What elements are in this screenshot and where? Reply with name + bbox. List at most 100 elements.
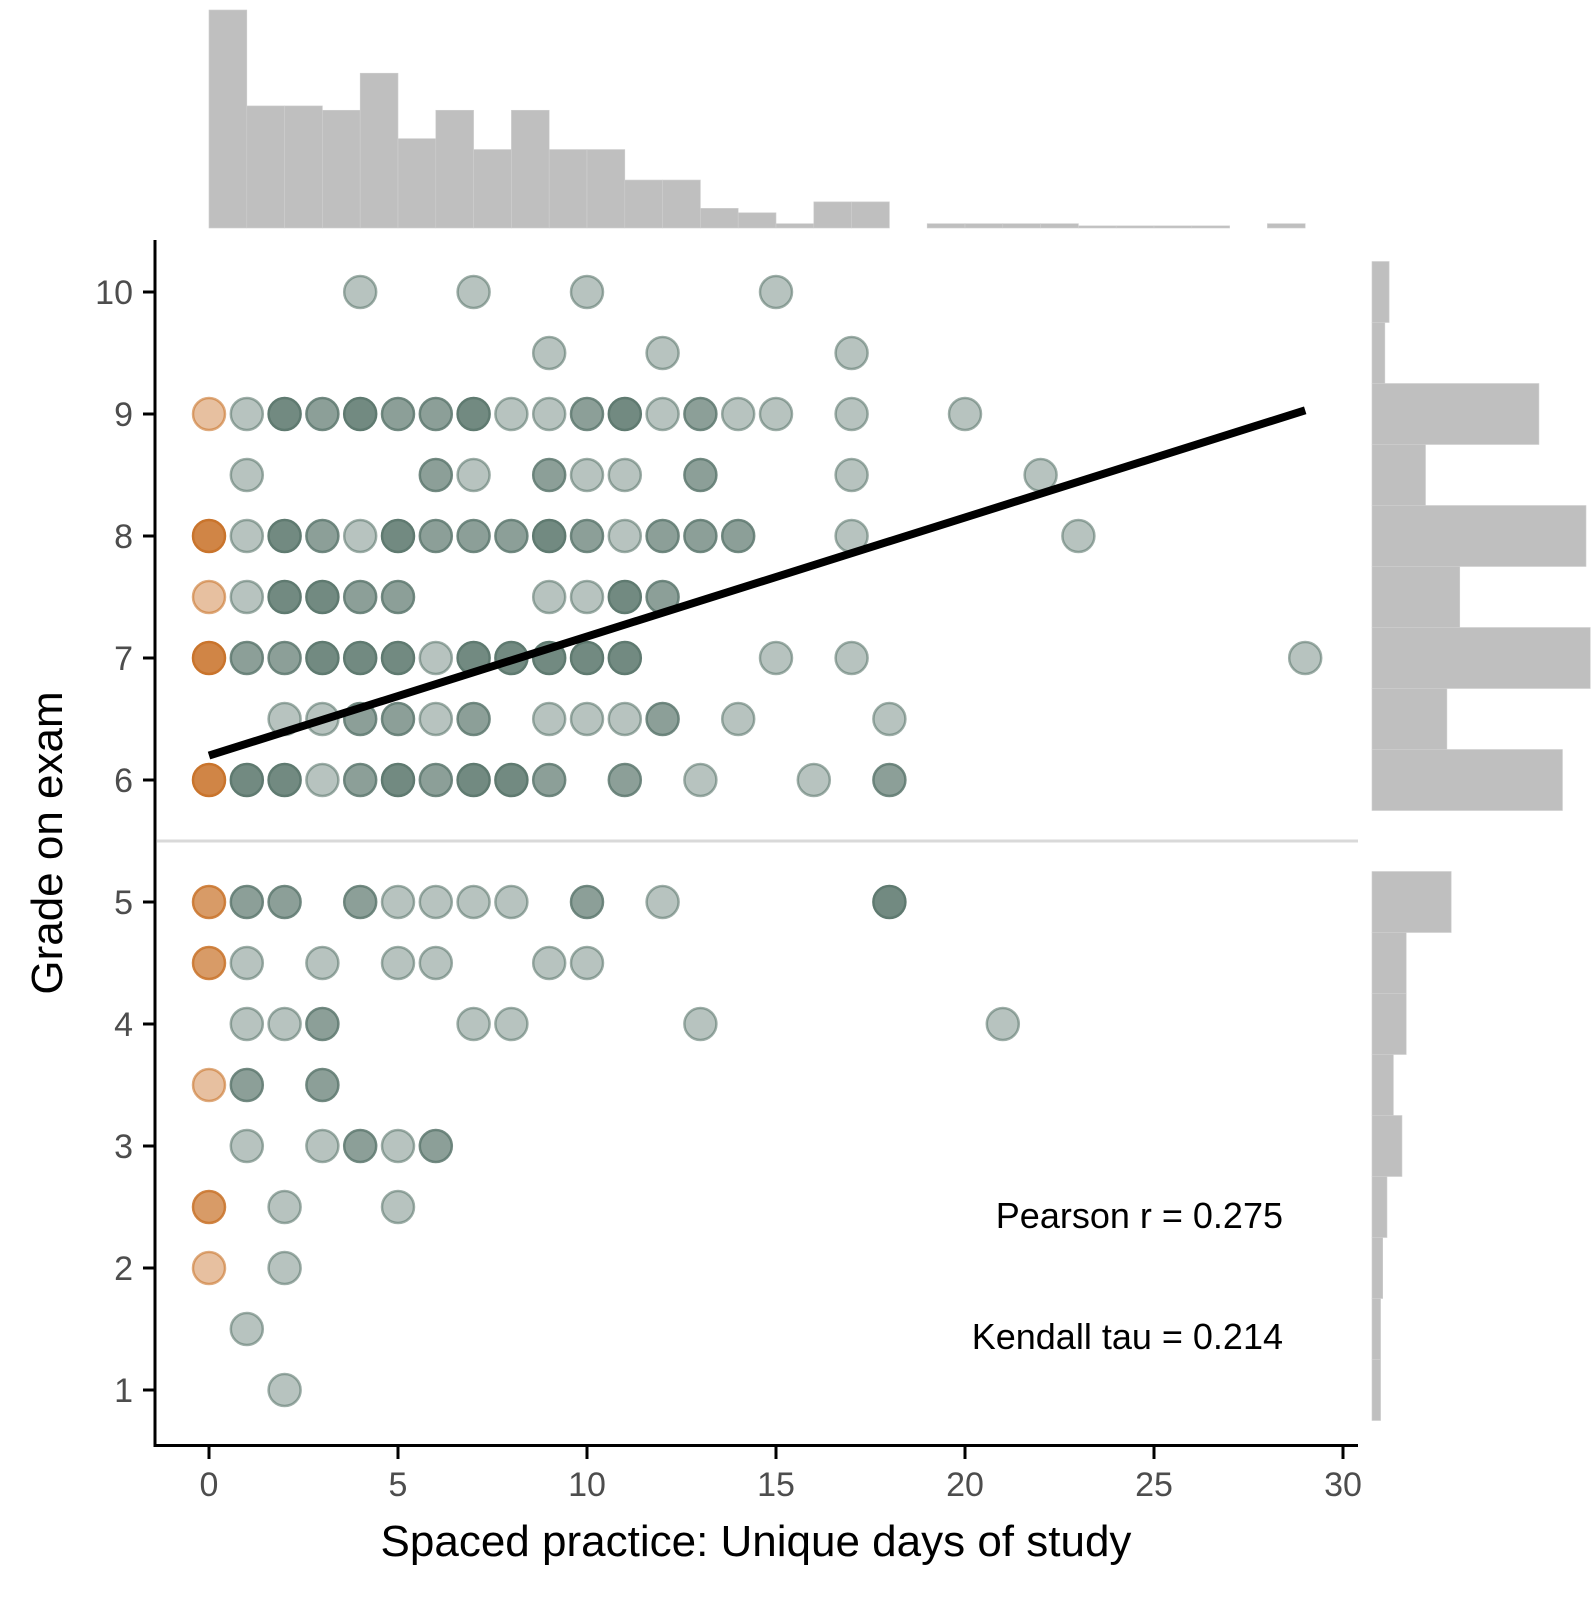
data-point (267, 640, 302, 676)
data-point (720, 396, 756, 432)
x-hist-bar (775, 223, 815, 229)
y-hist-bar (1371, 871, 1452, 933)
data-point (456, 457, 491, 493)
data-point (418, 1128, 454, 1164)
data-point (758, 640, 794, 676)
x-axis-ticks: 0 5 10 15 20 25 30 (200, 1447, 1362, 1504)
scatter-points (191, 274, 1323, 1408)
data-point (796, 762, 832, 798)
data-point (305, 762, 340, 798)
data-point (267, 579, 302, 615)
data-point (494, 396, 529, 432)
x-tick-label: 20 (946, 1466, 984, 1504)
data-point (1061, 518, 1096, 554)
data-point (229, 396, 265, 432)
data-point (872, 701, 907, 737)
data-point (985, 1006, 1021, 1042)
data-point (494, 884, 529, 920)
x-hist-bar (700, 208, 739, 229)
data-point (569, 640, 605, 676)
data-point (229, 762, 265, 798)
data-point (872, 762, 907, 798)
data-point (418, 884, 454, 920)
data-point (342, 1128, 378, 1164)
data-point (569, 457, 605, 493)
y-hist-bar (1371, 1237, 1383, 1299)
y-hist-bar (1371, 627, 1591, 689)
pearson-annotation: Pearson r = 0.275 (996, 1195, 1283, 1236)
data-point (305, 579, 340, 615)
data-point (267, 1372, 302, 1408)
data-point (191, 396, 227, 432)
y-tick-label: 9 (114, 396, 133, 434)
data-point (229, 1128, 265, 1164)
y-hist-bar (1371, 505, 1587, 567)
data-point (456, 762, 491, 798)
data-point (267, 518, 302, 554)
x-hist-bar (926, 223, 966, 229)
x-hist-bar (473, 149, 512, 229)
data-point (531, 701, 567, 737)
data-point (872, 884, 907, 920)
data-point (456, 396, 491, 432)
data-point (569, 884, 605, 920)
data-point (531, 396, 567, 432)
x-hist-bar (359, 72, 399, 229)
data-point (305, 640, 340, 676)
data-point (683, 1006, 718, 1042)
kendall-annotation: Kendall tau = 0.214 (972, 1316, 1283, 1357)
data-point (418, 640, 454, 676)
data-point (342, 518, 378, 554)
data-point (380, 640, 416, 676)
y-hist-bar (1371, 993, 1407, 1055)
data-point (834, 640, 869, 676)
data-point (607, 579, 643, 615)
y-tick-label: 3 (114, 1128, 133, 1166)
data-point (607, 457, 643, 493)
data-point (267, 1250, 302, 1286)
data-point (607, 396, 643, 432)
data-point (342, 579, 378, 615)
data-point (342, 884, 378, 920)
y-hist-bar (1371, 322, 1386, 384)
x-hist-bar (737, 212, 777, 229)
y-hist-bar (1371, 1359, 1381, 1421)
data-point (418, 762, 454, 798)
x-tick-label: 15 (757, 1466, 795, 1504)
x-hist-bar (964, 223, 1004, 229)
x-hist-bar (246, 105, 285, 229)
x-hist-bar (208, 9, 248, 229)
data-point (229, 1067, 265, 1103)
data-point (418, 945, 454, 981)
data-point (418, 518, 454, 554)
data-point (229, 579, 265, 615)
x-hist-bar (284, 105, 323, 229)
data-point (380, 762, 416, 798)
data-point (720, 701, 756, 737)
x-hist-bar (1040, 223, 1079, 229)
x-tick-label: 30 (1324, 1466, 1362, 1504)
x-hist-bar (813, 201, 852, 229)
data-point (531, 335, 567, 371)
data-point (645, 335, 680, 371)
y-tick-label: 6 (114, 762, 133, 800)
x-hist-bar (548, 149, 588, 229)
data-point (531, 945, 567, 981)
data-point (494, 1006, 529, 1042)
y-hist-bar (1371, 444, 1426, 506)
data-point (683, 457, 718, 493)
data-point (1287, 640, 1323, 676)
regression-line-path (207, 406, 1307, 760)
y-hist-bar (1371, 1176, 1388, 1238)
data-point (342, 274, 378, 310)
data-point (645, 701, 680, 737)
data-point (191, 884, 227, 920)
x-tick-label: 5 (389, 1466, 408, 1504)
data-point (418, 701, 454, 737)
y-hist-bar (1371, 1298, 1381, 1360)
x-hist-bar (1267, 223, 1306, 229)
y-tick-label: 4 (114, 1006, 133, 1044)
data-point (191, 1250, 227, 1286)
y-hist-bar (1371, 566, 1461, 628)
data-point (607, 518, 643, 554)
